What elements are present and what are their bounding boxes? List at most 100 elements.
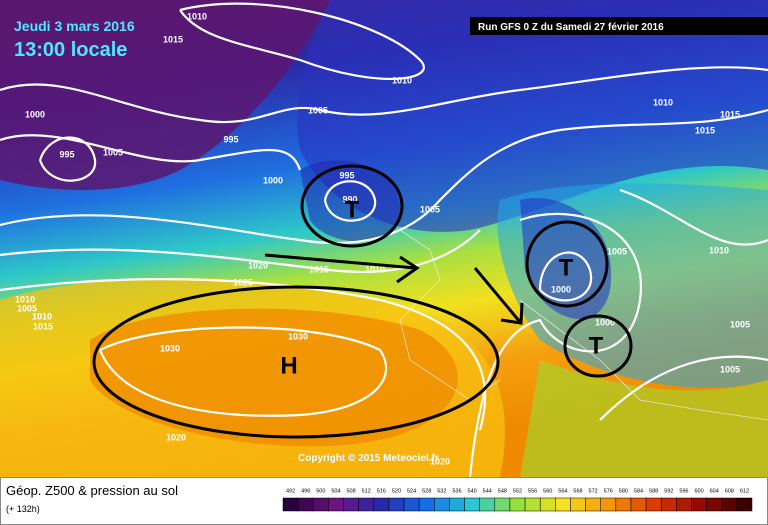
scale-swatch (585, 497, 601, 512)
low-ellipse (300, 164, 404, 248)
isobar-label: 1015 (33, 321, 53, 331)
isobar-label: 1015 (309, 264, 329, 274)
scale-swatch (660, 497, 677, 512)
scale-label: 592 (664, 488, 673, 494)
scale-swatch (570, 497, 586, 512)
scale-swatch (434, 497, 450, 512)
scale-label: 576 (604, 488, 613, 494)
scale-label: 596 (679, 488, 688, 494)
isobar-label: 1000 (25, 109, 45, 119)
arrow (264, 253, 420, 284)
low-ellipse (525, 220, 609, 308)
scale-label: 532 (437, 488, 446, 494)
isobar-label: 1015 (695, 125, 715, 135)
scale-label: 544 (483, 488, 492, 494)
scale-swatch (645, 497, 662, 512)
scale-label: 608 (725, 488, 734, 494)
isobar-label: 1030 (288, 331, 308, 341)
scale-swatch (282, 497, 299, 512)
scale-label: 568 (573, 488, 582, 494)
scale-label: 524 (407, 488, 416, 494)
scale-swatch (509, 497, 526, 512)
scale-swatch (630, 497, 647, 512)
scale-label: 600 (694, 488, 703, 494)
footer-title: Géop. Z500 & pression au sol (6, 483, 178, 498)
isobar-label: 1005 (103, 147, 123, 157)
scale-label: 512 (362, 488, 371, 494)
isobar-label: 1005 (308, 105, 328, 115)
arrow (473, 267, 524, 325)
copyright: Copyright © 2015 Meteociel.fr (298, 453, 439, 464)
isobar-label: 1015 (163, 34, 183, 44)
isobar-label: 1000 (263, 175, 283, 185)
scale-swatch (706, 497, 722, 512)
scale-label: 580 (619, 488, 628, 494)
scale-swatch (676, 497, 692, 512)
isobar-label: 995 (59, 149, 74, 159)
scale-label: 560 (543, 488, 552, 494)
scale-label: 516 (377, 488, 386, 494)
low-label: T (559, 254, 574, 281)
isobar-label: 1020 (430, 456, 450, 466)
scale-swatch (313, 497, 329, 512)
scale-swatch (494, 497, 511, 512)
isobar-label: 1010 (187, 11, 207, 21)
scale-swatch (524, 497, 541, 512)
isobar-label: 1010 (365, 264, 385, 274)
scale-swatch (328, 497, 344, 512)
scale-label: 492 (286, 488, 295, 494)
scale-label: 504 (331, 488, 340, 494)
scale-swatch (555, 497, 571, 512)
scale-label: 612 (740, 488, 749, 494)
scale-swatch (539, 497, 556, 512)
scale-swatch (464, 497, 480, 512)
isobar-label: 1010 (709, 245, 729, 255)
color-scale: 492 496 500 504 508 512 516 520 524 528 532 536 540 5… (282, 488, 753, 512)
isobar-label: 1010 (15, 294, 35, 304)
isobar-label: 1020 (166, 432, 186, 442)
isobar-label: 1005 (720, 364, 740, 374)
scale-swatch (373, 497, 390, 512)
scale-swatch (479, 497, 496, 512)
scale-label: 496 (301, 488, 310, 494)
isobar-label: 1030 (160, 343, 180, 353)
scale-label: 508 (346, 488, 355, 494)
scale-label: 556 (528, 488, 537, 494)
isobar-label: 1010 (653, 97, 673, 107)
date: Jeudi 3 mars 2016 (14, 18, 135, 34)
scale-label: 584 (634, 488, 643, 494)
scale-swatch (736, 497, 753, 512)
scale-swatch (721, 497, 738, 512)
time: 13:00 locale (14, 39, 127, 61)
scale-swatch (358, 497, 375, 512)
low-label: T (589, 332, 604, 359)
isobar-label: 1010 (392, 75, 412, 85)
isobar-label: 1000 (595, 317, 615, 327)
annotations (92, 164, 633, 439)
scale-label: 548 (498, 488, 507, 494)
scale-label: 500 (316, 488, 325, 494)
isobar-label: 1005 (420, 204, 440, 214)
isobar-label: 1015 (720, 109, 740, 119)
scale-swatch (418, 497, 435, 512)
isobar-label: 1020 (248, 260, 268, 270)
scale-label: 604 (710, 488, 719, 494)
isobar-label: 995 (223, 134, 238, 144)
scale-label: 540 (468, 488, 477, 494)
isobar-label: 990 (342, 194, 357, 204)
footer-lead: (+ 132h) (6, 504, 40, 514)
isobar-label: 995 (339, 170, 354, 180)
isobar-label: 1025 (233, 277, 253, 287)
isobar-labels: 1010 1015 1010 1005 1000 995 1005 995 10… (15, 11, 750, 466)
isobars (0, 2, 768, 478)
scale-swatch (615, 497, 632, 512)
high-label: H (280, 352, 297, 379)
scale-swatch (343, 497, 359, 512)
isobar-label: 1000 (551, 284, 571, 294)
scale-label: 536 (452, 488, 461, 494)
scale-label: 528 (422, 488, 431, 494)
low-label: T (345, 196, 360, 223)
isobar-label: 1005 (730, 319, 750, 329)
scale-swatch (403, 497, 420, 512)
